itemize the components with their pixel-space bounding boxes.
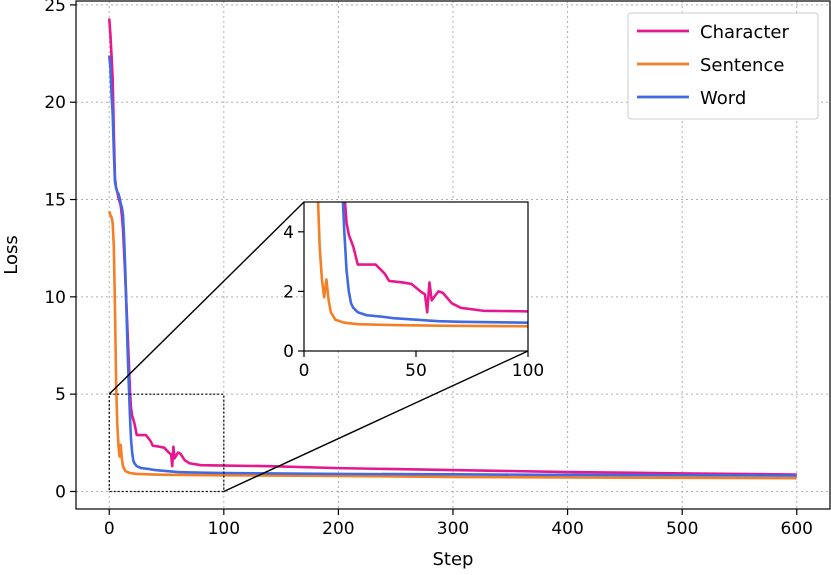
legend: Character Sentence Word	[627, 12, 819, 120]
zoom-connector	[223, 350, 529, 493]
legend-box	[627, 12, 819, 120]
x-tick-label: 400	[551, 519, 583, 539]
inset-x-tick-label: 0	[299, 361, 310, 381]
y-tick-label: 10	[44, 288, 66, 308]
inset-y-tick-label: 0	[283, 342, 294, 362]
inset-x-tick-label: 50	[405, 361, 427, 381]
inset-series	[316, 202, 528, 328]
x-tick-label: 200	[322, 519, 354, 539]
x-axis-label: Step	[433, 549, 474, 570]
legend-label-character: Character	[700, 22, 789, 43]
inset-series-line-word	[341, 202, 528, 324]
inset-y-tick-label: 2	[283, 282, 294, 302]
x-tick-label: 500	[666, 519, 698, 539]
inset-series-line-sentence	[316, 202, 528, 328]
inset-plot: 0 50 100 0 2 4	[283, 201, 544, 381]
series-line-word	[107, 55, 797, 477]
inset-y-tick-label: 4	[283, 223, 294, 243]
x-tick-label: 100	[208, 519, 240, 539]
y-tick-label: 5	[55, 385, 66, 405]
y-tick-label: 20	[44, 93, 66, 113]
y-tick-label: 15	[44, 191, 66, 211]
zoom-connector	[108, 201, 305, 395]
inset-ticks: 0 50 100 0 2 4	[283, 223, 544, 381]
x-tick-label: 600	[781, 519, 813, 539]
series-line-sentence	[107, 210, 797, 480]
zoom-rectangle	[108, 393, 225, 493]
inset-background	[304, 202, 528, 351]
legend-label-word: Word	[700, 88, 746, 109]
zoom-region	[108, 201, 529, 493]
y-axis-label: Loss	[1, 235, 22, 274]
inset-series-line-character	[343, 202, 528, 314]
y-tick-label: 25	[44, 0, 66, 16]
x-tick-label: 300	[437, 519, 469, 539]
main-series	[107, 18, 797, 480]
inset-x-tick-label: 100	[512, 361, 544, 381]
y-tick-label: 0	[55, 482, 66, 502]
legend-label-sentence: Sentence	[700, 55, 784, 76]
x-tick-label: 0	[104, 519, 115, 539]
